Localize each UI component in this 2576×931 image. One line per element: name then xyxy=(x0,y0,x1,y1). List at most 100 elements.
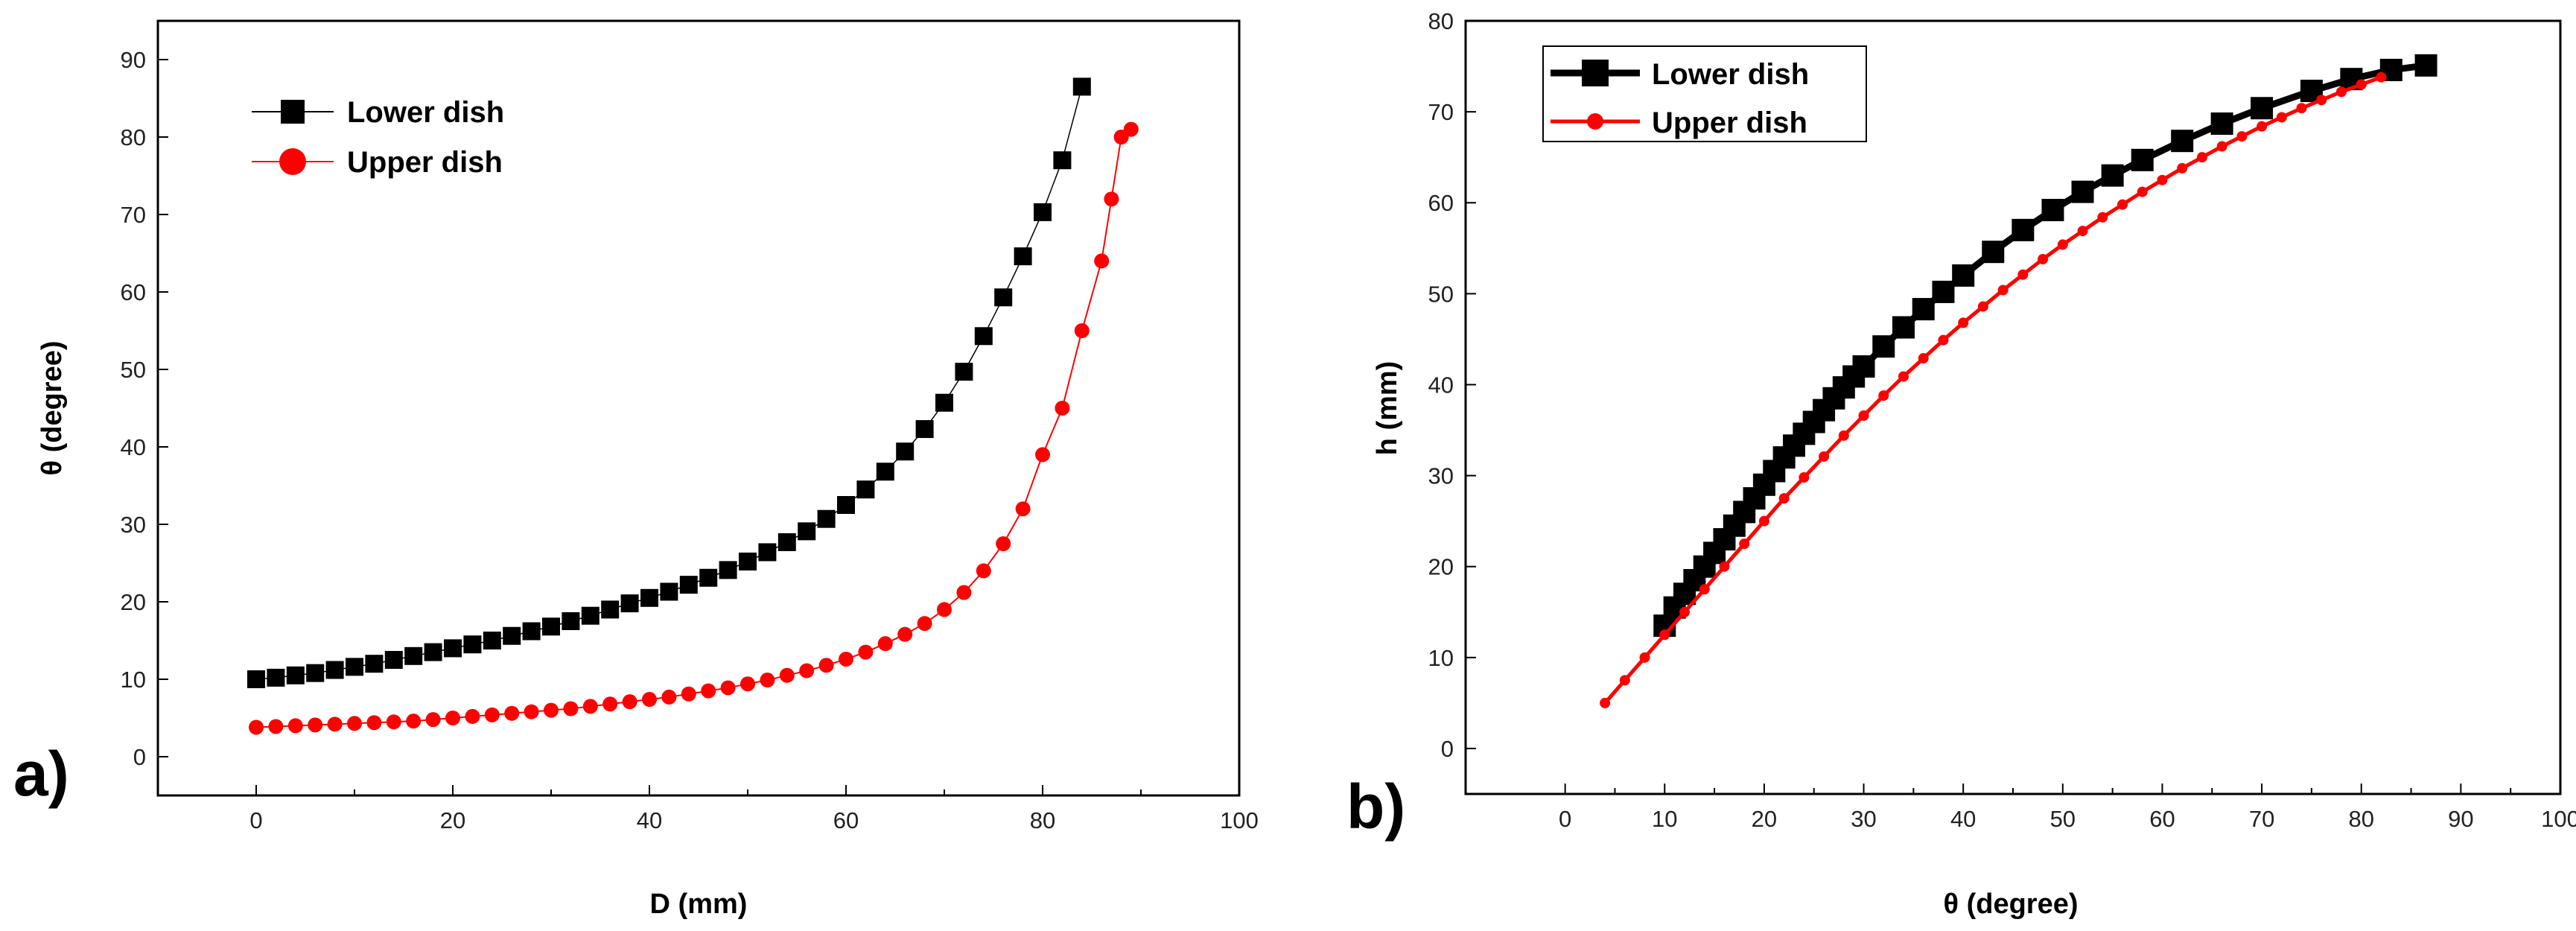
chart-b-point-upper xyxy=(2157,174,2168,185)
chart-a-point-upper xyxy=(445,711,460,725)
chart-a-y-tick-label: 80 xyxy=(121,124,146,150)
chart-a-point-lower xyxy=(306,664,325,682)
chart-a-y-tick-label: 30 xyxy=(121,512,146,538)
chart-a-point-upper xyxy=(996,536,1011,551)
chart-a-point-upper xyxy=(1104,191,1119,207)
chart-b-point-upper xyxy=(1619,675,1630,686)
chart-a-point-lower xyxy=(915,420,934,439)
chart-a-point-lower xyxy=(424,643,442,661)
chart-a-x-tick-label: 20 xyxy=(440,807,465,833)
chart-a-point-upper xyxy=(642,692,657,708)
chart-b-point-upper xyxy=(1977,301,1988,312)
chart-a-point-upper xyxy=(799,663,815,679)
chart-b-x-tick-label: 60 xyxy=(2149,806,2175,832)
chart-a-y-tick-label: 10 xyxy=(121,667,146,693)
chart-a-point-lower xyxy=(384,651,403,669)
chart-a-point-lower xyxy=(876,463,894,481)
chart-a-legend-marker-lower xyxy=(281,100,305,124)
chart-b-line-upper xyxy=(1603,75,2382,705)
chart-a-panel-label: a) xyxy=(13,739,69,809)
chart-b-y-tick-label: 10 xyxy=(1428,645,1454,671)
chart-b-x-ticks: 0 10 20 30 40 50 60 70 80 90 100 xyxy=(1559,784,2576,832)
chart-a-point-upper xyxy=(504,705,520,721)
chart-a-point-lower xyxy=(699,568,718,587)
chart-a-point-lower xyxy=(1053,151,1072,170)
chart-b-point-upper xyxy=(1799,472,1810,483)
chart-b-point-upper xyxy=(2057,239,2068,250)
chart-a-point-lower xyxy=(542,617,560,636)
chart-a-point-upper xyxy=(1123,121,1139,137)
chart-b-point-upper xyxy=(1719,561,1730,572)
chart-b-point-lower xyxy=(2101,164,2124,187)
chart-b-point-lower xyxy=(2171,130,2194,153)
chart-b-point-upper xyxy=(2177,162,2188,174)
chart-b-point-upper xyxy=(1600,697,1611,708)
chart-b-y-tick-label: 20 xyxy=(1428,554,1454,580)
chart-a-point-lower xyxy=(365,655,384,673)
chart-a-point-lower xyxy=(286,666,305,684)
chart-b-point-upper xyxy=(2117,199,2128,210)
chart-b-legend-label-upper: Upper dish xyxy=(1652,107,1807,139)
chart-a-x-tick-label: 40 xyxy=(637,807,662,833)
chart-b-x-tick-label: 100 xyxy=(2541,806,2576,832)
chart-a-x-tick-label: 0 xyxy=(249,807,262,833)
chart-b-legend-marker-upper xyxy=(1587,113,1603,130)
chart-b-point-upper xyxy=(1778,493,1790,504)
chart-b-point-lower xyxy=(2041,199,2064,222)
chart-b-point-lower xyxy=(1892,316,1915,339)
chart-a-x-tick-label: 100 xyxy=(1220,807,1259,833)
chart-a-point-lower xyxy=(620,594,639,613)
chart-a-point-upper xyxy=(1094,253,1110,269)
chart-b-point-upper xyxy=(1858,410,1869,421)
chart-a-y-tick-label: 0 xyxy=(133,744,146,770)
chart-a-x-axis-title: D (mm) xyxy=(650,889,748,920)
chart-a-legend: Lower dish Upper dish xyxy=(252,96,504,179)
chart-b-x-tick-label: 30 xyxy=(1851,806,1876,832)
chart-a-point-upper xyxy=(681,686,696,702)
chart-a-point-upper xyxy=(465,708,480,724)
chart-a-x-tick-label: 60 xyxy=(833,807,859,833)
chart-a-point-upper xyxy=(386,714,401,730)
chart-a-point-upper xyxy=(720,680,736,696)
chart-b-x-tick-label: 80 xyxy=(2348,806,2373,832)
chart-a-point-upper xyxy=(701,683,716,699)
chart-a-point-upper xyxy=(308,717,323,733)
chart-b-y-tick-label: 70 xyxy=(1428,99,1454,125)
chart-a-point-upper xyxy=(406,714,422,729)
chart-a-y-tick-label: 50 xyxy=(121,357,146,383)
chart-b-x-tick-label: 90 xyxy=(2448,806,2473,832)
chart-b-y-tick-label: 60 xyxy=(1428,190,1454,216)
chart-a-point-lower xyxy=(974,327,993,346)
chart-a-point-upper xyxy=(366,715,382,731)
chart-a-point-upper xyxy=(1055,401,1070,416)
chart-a-point-upper xyxy=(582,699,598,714)
chart-b-point-lower xyxy=(1982,241,2005,264)
chart-a-point-upper xyxy=(327,716,343,732)
chart-a-point-lower xyxy=(739,552,757,571)
chart-b-x-tick-label: 40 xyxy=(1950,806,1976,832)
chart-a-point-upper xyxy=(760,673,775,688)
chart-a-point-lower xyxy=(837,496,855,514)
chart-a-y-tick-label: 20 xyxy=(121,589,146,615)
chart-b-point-lower xyxy=(2131,148,2154,171)
chart-a-point-lower xyxy=(896,442,915,461)
chart-b-point-lower xyxy=(1872,335,1895,358)
chart-a-point-upper xyxy=(268,719,284,734)
chart-b-x-tick-label: 50 xyxy=(2050,806,2076,832)
chart-a-point-upper xyxy=(661,689,677,705)
chart-a-point-lower xyxy=(503,626,521,645)
chart-a-point-upper xyxy=(524,704,539,719)
chart-b-point-lower xyxy=(2251,97,2274,120)
chart-a-point-upper xyxy=(563,701,579,716)
chart-a-point-lower xyxy=(346,658,363,676)
chart-b-line-lower xyxy=(1661,62,2427,628)
chart-b-x-tick-label: 70 xyxy=(2249,806,2274,832)
chart-b-point-upper xyxy=(1659,629,1670,641)
chart-a-point-upper xyxy=(544,702,559,718)
chart-b-series xyxy=(1600,54,2437,708)
chart-a-point-lower xyxy=(562,612,580,630)
chart-b-point-upper xyxy=(2137,186,2148,197)
chart-b-point-upper xyxy=(2336,86,2347,98)
chart-a-point-lower xyxy=(777,533,796,551)
chart-b-point-upper xyxy=(2216,141,2227,152)
